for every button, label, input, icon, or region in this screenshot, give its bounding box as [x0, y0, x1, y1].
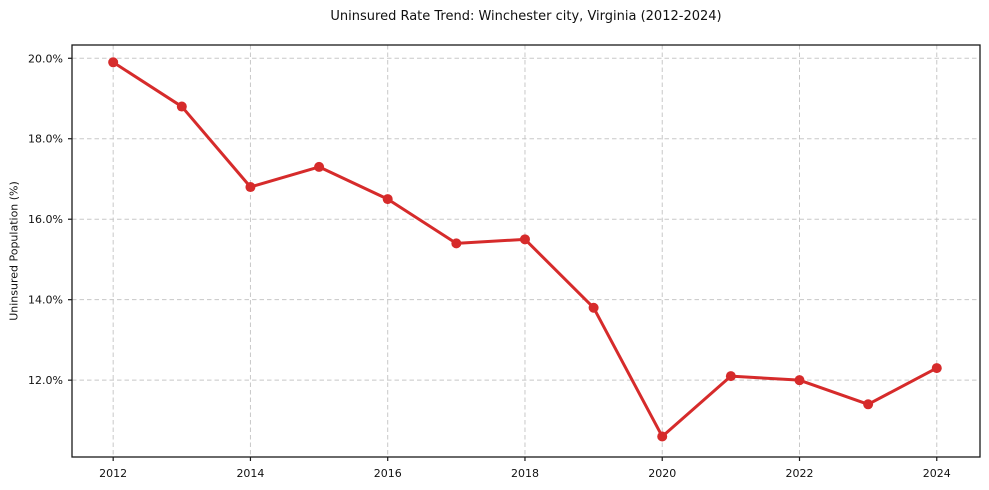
x-tick-label: 2014: [236, 467, 264, 480]
x-tick-label: 2018: [511, 467, 539, 480]
y-tick-label: 20.0%: [28, 52, 63, 65]
x-tick-label: 2012: [99, 467, 127, 480]
data-point: [657, 431, 668, 442]
y-tick-label: 12.0%: [28, 374, 63, 387]
data-point: [588, 302, 599, 313]
data-point: [382, 194, 393, 205]
data-point: [863, 399, 874, 410]
x-tick-label: 2016: [374, 467, 402, 480]
x-tick-label: 2020: [648, 467, 676, 480]
data-point: [794, 375, 805, 386]
data-point: [314, 161, 325, 172]
data-point: [725, 371, 736, 382]
data-point: [108, 57, 119, 68]
data-point: [931, 363, 942, 374]
x-tick-label: 2022: [785, 467, 813, 480]
y-tick-label: 14.0%: [28, 294, 63, 307]
plot-frame: [71, 44, 981, 458]
x-tick-label: 2024: [923, 467, 951, 480]
data-point: [245, 182, 256, 193]
y-axis-label: Uninsured Population (%): [7, 181, 21, 321]
data-point: [519, 234, 530, 245]
y-tick-label: 16.0%: [28, 213, 63, 226]
data-point: [176, 101, 187, 112]
chart-title: Uninsured Rate Trend: Winchester city, V…: [330, 9, 722, 24]
y-tick-label: 18.0%: [28, 133, 63, 146]
data-point: [451, 238, 462, 249]
